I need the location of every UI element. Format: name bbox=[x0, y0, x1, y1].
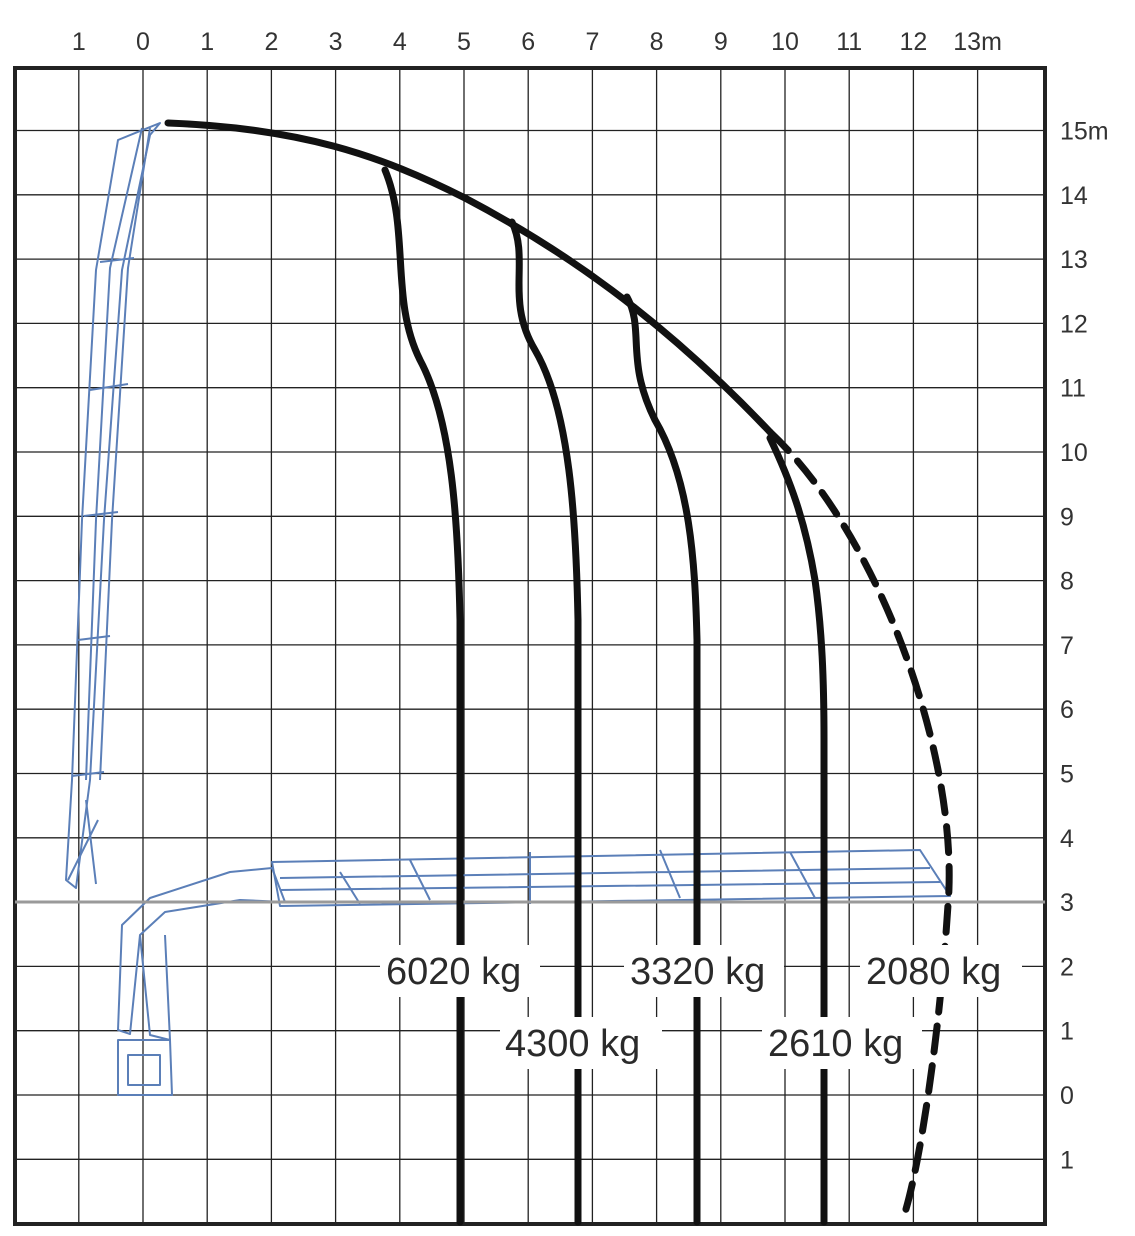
y-tick-label-4: 11 bbox=[1060, 375, 1086, 403]
x-tick-label-8: 7 bbox=[585, 28, 599, 56]
x-tick-label-7: 6 bbox=[521, 28, 535, 56]
load-label-2080kg: 2080 kg bbox=[866, 951, 1001, 993]
y-tick-label-8: 7 bbox=[1060, 632, 1074, 660]
crane-horizontal-boom-inner bbox=[279, 849, 941, 905]
crane-base bbox=[117, 1039, 173, 1096]
load-label-2610kg: 2610 kg bbox=[768, 1023, 903, 1065]
y-tick-label-0: 15m bbox=[1060, 118, 1109, 146]
x-tick-label-14: 13m bbox=[953, 28, 1002, 56]
max-reach-envelope bbox=[164, 119, 774, 436]
x-tick-label-6: 5 bbox=[457, 28, 471, 56]
y-tick-label-10: 5 bbox=[1060, 761, 1074, 789]
y-tick-label-3: 12 bbox=[1060, 310, 1088, 338]
x-tick-label-12: 11 bbox=[836, 28, 862, 56]
load-label-6020kg: 6020 kg bbox=[386, 951, 521, 993]
crane-column bbox=[139, 934, 171, 1041]
crane-upright-boom-inner bbox=[85, 127, 151, 781]
chart-frame bbox=[13, 66, 1047, 1226]
x-tick-label-13: 12 bbox=[899, 28, 927, 56]
load-labels: 6020 kg 4300 kg 3320 kg 2610 kg 2080 kg bbox=[380, 945, 1022, 1069]
y-tick-label-5: 10 bbox=[1060, 439, 1088, 467]
y-tick-label-9: 6 bbox=[1060, 696, 1074, 724]
crane-horizontal-boom bbox=[271, 849, 951, 907]
x-tick-label-4: 3 bbox=[329, 28, 343, 56]
x-tick-label-0: 1 bbox=[72, 28, 86, 56]
label-bg-3320 bbox=[624, 945, 784, 997]
y-tick-label-13: 2 bbox=[1060, 953, 1074, 981]
x-tick-label-10: 9 bbox=[714, 28, 728, 56]
crane-upright-boom-joints bbox=[67, 257, 135, 885]
y-tick-label-16: 1 bbox=[1060, 1146, 1074, 1174]
y-tick-label-11: 4 bbox=[1060, 825, 1074, 853]
y-tick-label-15: 0 bbox=[1060, 1082, 1074, 1110]
y-tick-label-7: 8 bbox=[1060, 568, 1074, 596]
extension-dashed-curve bbox=[766, 428, 953, 1226]
x-tick-label-3: 2 bbox=[264, 28, 278, 56]
label-bg-2610 bbox=[762, 1017, 922, 1069]
y-tick-label-6: 9 bbox=[1060, 503, 1074, 531]
crane-silhouette bbox=[65, 122, 951, 1096]
load-label-3320kg: 3320 kg bbox=[630, 951, 765, 993]
load-label-4300kg: 4300 kg bbox=[505, 1023, 640, 1065]
load-curves bbox=[164, 119, 953, 1226]
y-tick-label-1: 14 bbox=[1060, 182, 1088, 210]
label-bg-2080 bbox=[860, 945, 1022, 997]
load-curve-6020kg bbox=[381, 166, 464, 1226]
y-tick-label-2: 13 bbox=[1060, 246, 1088, 274]
label-bg-4300 bbox=[500, 1017, 662, 1069]
load-curve-2610kg bbox=[766, 434, 828, 1226]
x-tick-label-2: 1 bbox=[200, 28, 214, 56]
x-tick-label-11: 10 bbox=[771, 28, 799, 56]
x-axis-ticks: 1 0 1 2 3 4 5 6 7 8 9 10 11 12 13m bbox=[72, 28, 1002, 56]
label-bg-6020 bbox=[380, 945, 540, 997]
load-curve-4300kg bbox=[508, 218, 582, 1226]
load-curve-3320kg bbox=[623, 293, 701, 1226]
y-tick-label-12: 3 bbox=[1060, 889, 1074, 917]
x-tick-label-9: 8 bbox=[650, 28, 664, 56]
y-tick-label-14: 1 bbox=[1060, 1018, 1074, 1046]
x-tick-label-1: 0 bbox=[136, 28, 150, 56]
crane-upright-boom bbox=[65, 122, 161, 889]
x-tick-label-5: 4 bbox=[393, 28, 407, 56]
